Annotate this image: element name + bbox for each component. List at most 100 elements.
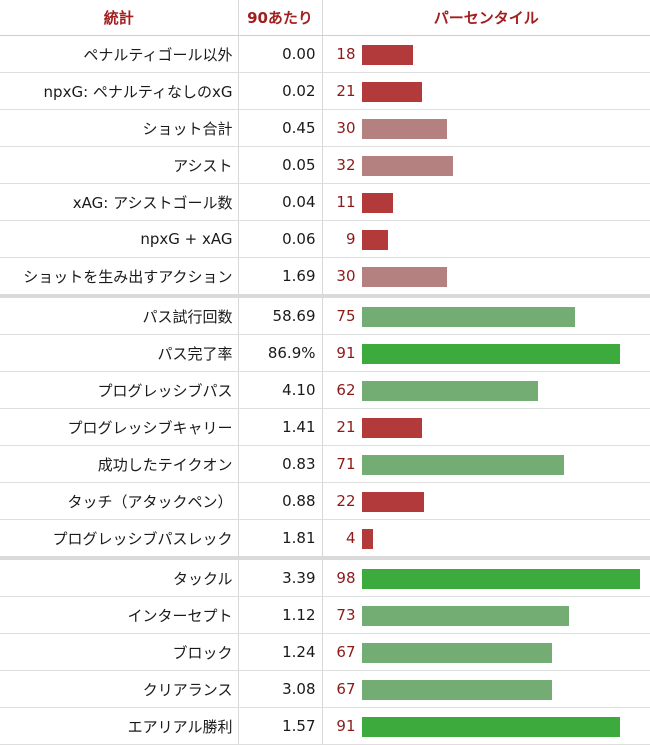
percentile-value: 73 bbox=[336, 606, 356, 624]
table-row: ブロック 1.24 67 bbox=[0, 633, 650, 671]
stat-name: ブロック bbox=[0, 633, 239, 671]
stat-name: アシスト bbox=[0, 146, 239, 184]
per90-value: 0.06 bbox=[238, 220, 323, 258]
percentile-value: 30 bbox=[336, 119, 356, 137]
table-row: ショット合計 0.45 30 bbox=[0, 109, 650, 147]
stat-name: インターセプト bbox=[0, 596, 239, 634]
percentile-value: 91 bbox=[336, 344, 356, 362]
percentile-cell: 91 bbox=[322, 707, 650, 745]
percentile-cell: 21 bbox=[322, 408, 650, 446]
stat-name: クリアランス bbox=[0, 670, 239, 708]
per90-value: 0.00 bbox=[238, 35, 323, 73]
percentile-value: 21 bbox=[336, 82, 356, 100]
stat-name: プログレッシブキャリー bbox=[0, 408, 239, 446]
percentile-value: 91 bbox=[336, 717, 356, 735]
percentile-bar bbox=[361, 381, 538, 401]
percentile-cell: 11 bbox=[322, 183, 650, 221]
table-row: ショットを生み出すアクション 1.69 30 bbox=[0, 257, 650, 297]
stat-name: パス試行回数 bbox=[0, 294, 239, 335]
percentile-cell: 67 bbox=[322, 633, 650, 671]
stat-name: タッチ（アタックペン） bbox=[0, 482, 239, 520]
table-row: タックル 3.39 98 bbox=[0, 556, 650, 597]
percentile-bar bbox=[361, 680, 552, 700]
header-row: 統計 90あたり パーセンタイル bbox=[0, 0, 650, 36]
table-row: ペナルティゴール以外 0.00 18 bbox=[0, 35, 650, 73]
percentile-value: 67 bbox=[336, 643, 356, 661]
percentile-cell: 75 bbox=[322, 294, 650, 335]
stat-name: プログレッシブパスレック bbox=[0, 519, 239, 559]
percentile-value: 4 bbox=[345, 529, 356, 547]
per90-value: 0.88 bbox=[238, 482, 323, 520]
stat-name: npxG: ペナルティなしのxG bbox=[0, 72, 239, 110]
percentile-bar bbox=[361, 193, 393, 213]
percentile-cell: 21 bbox=[322, 72, 650, 110]
per90-value: 1.12 bbox=[238, 596, 323, 634]
percentile-cell: 4 bbox=[322, 519, 650, 559]
percentile-value: 98 bbox=[336, 569, 356, 587]
percentile-bar bbox=[361, 344, 620, 364]
percentile-bar bbox=[361, 230, 388, 250]
percentile-bar bbox=[361, 156, 453, 176]
table-row: インターセプト 1.12 73 bbox=[0, 596, 650, 634]
table-row: アシスト 0.05 32 bbox=[0, 146, 650, 184]
percentile-bar bbox=[361, 643, 552, 663]
stat-name: npxG + xAG bbox=[0, 220, 239, 258]
table-row: プログレッシブキャリー 1.41 21 bbox=[0, 408, 650, 446]
per90-value: 86.9% bbox=[238, 334, 323, 372]
stat-name: プログレッシブパス bbox=[0, 371, 239, 409]
percentile-value: 71 bbox=[336, 455, 356, 473]
stat-name: パス完了率 bbox=[0, 334, 239, 372]
percentile-value: 21 bbox=[336, 418, 356, 436]
percentile-cell: 67 bbox=[322, 670, 650, 708]
per90-value: 0.83 bbox=[238, 445, 323, 483]
header-per90[interactable]: 90あたり bbox=[238, 0, 323, 36]
per90-value: 3.08 bbox=[238, 670, 323, 708]
stat-name: エアリアル勝利 bbox=[0, 707, 239, 745]
per90-value: 58.69 bbox=[238, 294, 323, 335]
table-row: クリアランス 3.08 67 bbox=[0, 670, 650, 708]
table-row: npxG + xAG 0.06 9 bbox=[0, 220, 650, 258]
percentile-value: 75 bbox=[336, 307, 356, 325]
percentile-cell: 98 bbox=[322, 556, 650, 597]
percentile-cell: 62 bbox=[322, 371, 650, 409]
percentile-bar bbox=[361, 82, 422, 102]
percentile-bar bbox=[361, 455, 564, 475]
table-row: npxG: ペナルティなしのxG 0.02 21 bbox=[0, 72, 650, 110]
percentile-value: 22 bbox=[336, 492, 356, 510]
percentile-bar bbox=[361, 717, 620, 737]
percentile-value: 32 bbox=[336, 156, 356, 174]
percentile-cell: 30 bbox=[322, 257, 650, 297]
percentile-cell: 30 bbox=[322, 109, 650, 147]
per90-value: 3.39 bbox=[238, 556, 323, 597]
per90-value: 0.02 bbox=[238, 72, 323, 110]
percentile-value: 62 bbox=[336, 381, 356, 399]
percentile-cell: 18 bbox=[322, 35, 650, 73]
per90-value: 4.10 bbox=[238, 371, 323, 409]
percentile-value: 18 bbox=[336, 45, 356, 63]
table-row: エアリアル勝利 1.57 91 bbox=[0, 707, 650, 745]
header-stat[interactable]: 統計 bbox=[0, 0, 239, 36]
percentile-cell: 9 bbox=[322, 220, 650, 258]
percentile-bar bbox=[361, 418, 422, 438]
table-row: パス試行回数 58.69 75 bbox=[0, 294, 650, 335]
table-row: タッチ（アタックペン） 0.88 22 bbox=[0, 482, 650, 520]
percentile-bar bbox=[361, 267, 447, 287]
per90-value: 1.69 bbox=[238, 257, 323, 297]
table-row: プログレッシブパス 4.10 62 bbox=[0, 371, 650, 409]
stat-name: ペナルティゴール以外 bbox=[0, 35, 239, 73]
table-row: 成功したテイクオン 0.83 71 bbox=[0, 445, 650, 483]
table-row: パス完了率 86.9% 91 bbox=[0, 334, 650, 372]
per90-value: 0.05 bbox=[238, 146, 323, 184]
percentile-value: 9 bbox=[345, 230, 356, 248]
stat-name: ショットを生み出すアクション bbox=[0, 257, 239, 297]
percentile-bar bbox=[361, 529, 373, 549]
percentile-value: 67 bbox=[336, 680, 356, 698]
stat-name: 成功したテイクオン bbox=[0, 445, 239, 483]
header-percentile[interactable]: パーセンタイル bbox=[322, 0, 650, 36]
table-row: プログレッシブパスレック 1.81 4 bbox=[0, 519, 650, 559]
per90-value: 1.81 bbox=[238, 519, 323, 559]
percentile-value: 11 bbox=[336, 193, 356, 211]
percentile-cell: 71 bbox=[322, 445, 650, 483]
percentile-bar bbox=[361, 492, 424, 512]
